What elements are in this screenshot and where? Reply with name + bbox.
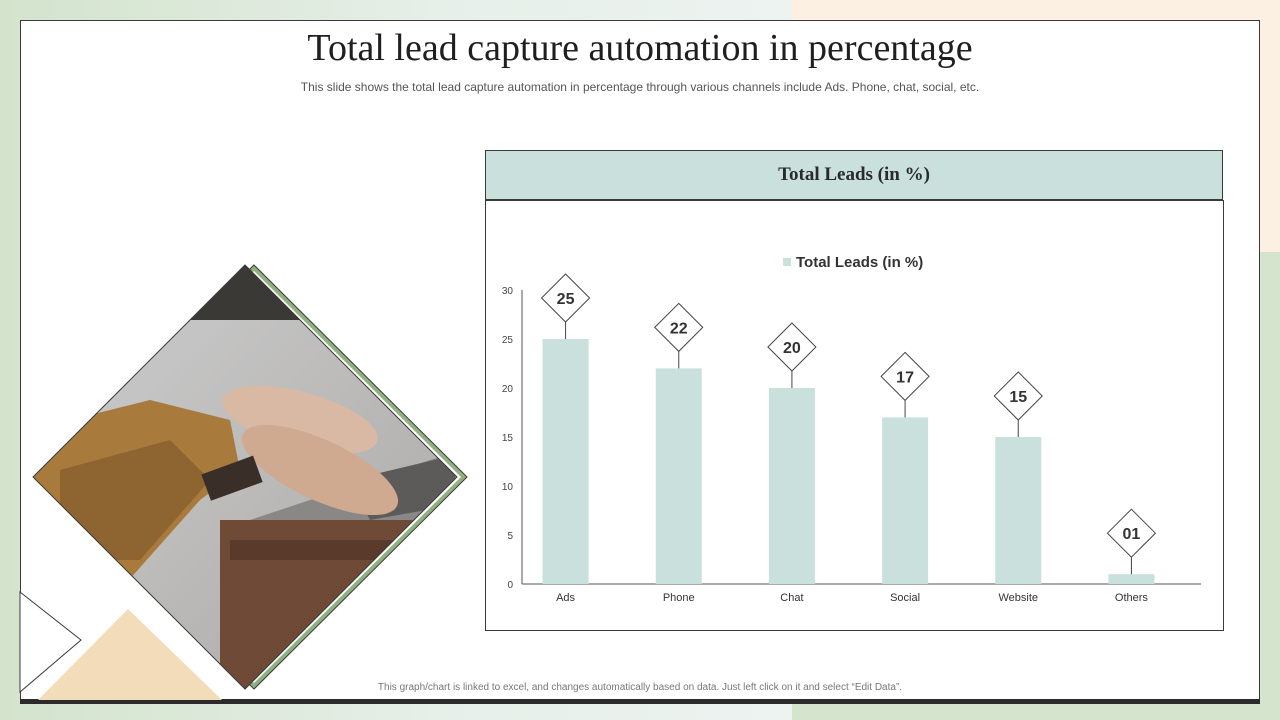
data-label-diamond: [540, 273, 591, 323]
y-tick-label: 10: [502, 482, 514, 493]
chart-box[interactable]: Total Leads (in %) 0 5 10 15 20 25 30 Ads 25 Phone…: [485, 200, 1224, 631]
data-label-diamond: [993, 371, 1043, 421]
footnote: This graph/chart is linked to excel, and…: [377, 682, 903, 693]
y-tick-label: 0: [507, 580, 513, 591]
data-label-diamond: [767, 322, 817, 372]
data-label: 01: [1123, 526, 1141, 543]
data-label-diamond: [654, 302, 704, 353]
photo-decoration: [19, 264, 468, 700]
photo-image: [33, 265, 457, 689]
slide-title: Total lead capture automation in percent…: [307, 27, 973, 69]
outline-diamond-shape: [19, 590, 82, 694]
x-tick-label: Others: [1115, 592, 1149, 604]
data-label: 17: [896, 369, 914, 386]
data-label: 20: [783, 340, 801, 357]
bar-website: [995, 437, 1042, 584]
chart-header: Total Leads (in %): [485, 150, 1223, 200]
data-label: 25: [557, 291, 575, 308]
bar-chat: [768, 388, 815, 584]
slide-bottom-bar: [20, 699, 1260, 704]
y-tick-label: 20: [502, 384, 514, 395]
x-tick-label: Ads: [556, 592, 575, 604]
y-tick-label: 15: [502, 433, 514, 444]
bar-phone: [655, 368, 702, 584]
data-label-diamond: [1106, 508, 1157, 558]
x-tick-label: Website: [998, 592, 1038, 604]
data-label-diamond: [880, 351, 930, 402]
bar-ads: [542, 339, 589, 584]
y-tick-label: 25: [502, 335, 514, 346]
x-tick-label: Phone: [663, 592, 695, 604]
x-tick-label: Chat: [780, 592, 803, 604]
bar-others: [1108, 574, 1155, 584]
y-tick-label: 5: [507, 531, 513, 542]
bar-social: [882, 417, 929, 584]
peach-triangle-shape: [38, 609, 222, 700]
legend-swatch: [783, 258, 791, 266]
data-label: 22: [670, 320, 688, 337]
slide-subtitle: This slide shows the total lead capture …: [300, 80, 980, 94]
x-tick-label: Social: [890, 592, 920, 604]
legend-label: Total Leads (in %): [796, 254, 923, 271]
bar-chart[interactable]: Total Leads (in %) 0 5 10 15 20 25 30 Ads 25 Phone…: [486, 201, 1223, 630]
y-tick-label: 30: [502, 286, 514, 297]
data-label: 15: [1009, 389, 1027, 406]
